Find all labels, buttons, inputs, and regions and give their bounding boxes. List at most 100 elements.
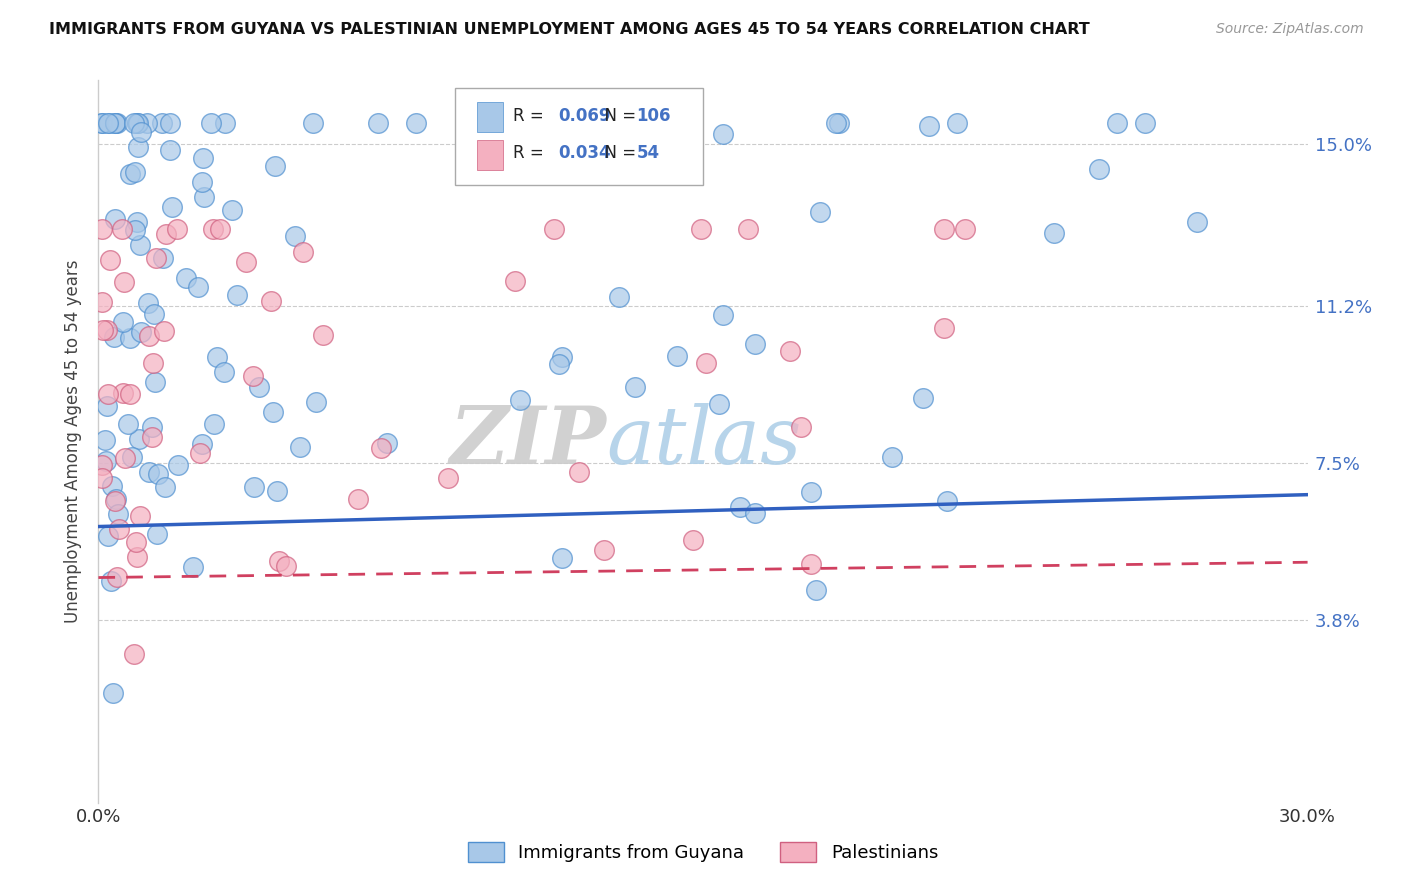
Text: atlas: atlas <box>606 403 801 480</box>
Point <box>882 450 904 464</box>
Point <box>193 190 215 204</box>
Point <box>212 365 235 379</box>
Text: R =: R = <box>513 144 550 161</box>
Point <box>124 165 146 179</box>
Point <box>1187 215 1209 229</box>
Point <box>97 387 120 401</box>
Point <box>122 116 145 130</box>
Point <box>141 430 163 444</box>
Point <box>728 500 751 515</box>
Point <box>524 116 547 130</box>
Point <box>200 116 222 130</box>
Point <box>136 296 159 310</box>
Point <box>131 124 153 138</box>
Point <box>235 254 257 268</box>
Text: ZIP: ZIP <box>450 403 606 480</box>
Point <box>118 387 141 401</box>
Point <box>934 222 956 236</box>
Point <box>221 202 243 217</box>
Point <box>91 458 114 472</box>
Legend: Immigrants from Guyana, Palestinians: Immigrants from Guyana, Palestinians <box>468 841 938 863</box>
Point <box>624 380 647 394</box>
Point <box>124 222 146 236</box>
Point <box>225 287 247 301</box>
Point <box>800 485 823 500</box>
Point <box>107 507 129 521</box>
Point <box>695 356 717 370</box>
Point <box>94 454 117 468</box>
Point <box>118 331 141 345</box>
Point <box>91 116 114 130</box>
Point <box>159 116 181 130</box>
Point <box>205 350 228 364</box>
Point <box>143 307 166 321</box>
Point <box>96 323 118 337</box>
Point <box>302 116 325 130</box>
Point <box>592 543 614 558</box>
Point <box>437 471 460 485</box>
Point <box>936 494 959 508</box>
Point <box>607 290 630 304</box>
Point <box>91 470 114 484</box>
Point <box>744 336 766 351</box>
Point <box>1043 226 1066 240</box>
Point <box>209 222 232 236</box>
Point <box>91 295 114 310</box>
Point <box>188 446 211 460</box>
Text: 0.034: 0.034 <box>558 144 610 161</box>
Point <box>112 385 135 400</box>
Point <box>405 116 427 130</box>
Point <box>124 647 146 661</box>
Point <box>98 116 121 130</box>
Text: N =: N = <box>595 144 641 161</box>
Point <box>128 432 150 446</box>
Point <box>97 529 120 543</box>
Point <box>264 159 287 173</box>
Point <box>274 558 297 573</box>
Point <box>110 222 132 236</box>
Point <box>105 116 128 130</box>
Point <box>551 351 574 365</box>
Point <box>503 274 526 288</box>
Point <box>97 116 120 130</box>
Point <box>146 527 169 541</box>
Point <box>547 357 569 371</box>
Point <box>737 222 759 236</box>
Point <box>711 308 734 322</box>
Point <box>160 200 183 214</box>
Point <box>142 355 165 369</box>
Point <box>125 215 148 229</box>
Point <box>111 315 134 329</box>
Point <box>1133 116 1156 130</box>
Point <box>128 116 150 130</box>
Point <box>284 229 307 244</box>
Point <box>91 116 114 130</box>
Text: IMMIGRANTS FROM GUYANA VS PALESTINIAN UNEMPLOYMENT AMONG AGES 45 TO 54 YEARS COR: IMMIGRANTS FROM GUYANA VS PALESTINIAN UN… <box>49 22 1090 37</box>
Point <box>127 140 149 154</box>
Point <box>214 116 236 130</box>
Point <box>141 419 163 434</box>
FancyBboxPatch shape <box>456 87 703 185</box>
Point <box>190 437 212 451</box>
Point <box>104 493 127 508</box>
Text: 106: 106 <box>637 106 671 125</box>
Point <box>103 330 125 344</box>
Point <box>509 392 531 407</box>
Point <box>100 478 122 492</box>
Point <box>918 119 941 133</box>
Point <box>202 417 225 431</box>
Point <box>800 557 823 571</box>
Point <box>551 551 574 566</box>
Point <box>104 116 127 130</box>
Point <box>808 205 831 219</box>
Point <box>129 325 152 339</box>
Point <box>377 435 399 450</box>
FancyBboxPatch shape <box>477 140 503 169</box>
Point <box>143 375 166 389</box>
Point <box>707 397 730 411</box>
Text: 54: 54 <box>637 144 659 161</box>
Point <box>242 368 264 383</box>
Point <box>291 245 314 260</box>
Point <box>104 116 127 130</box>
Point <box>107 522 129 536</box>
